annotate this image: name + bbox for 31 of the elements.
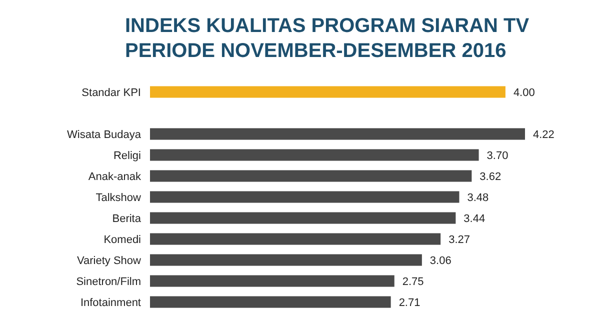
bar	[150, 212, 456, 224]
data-label: 3.44	[464, 212, 486, 225]
data-label: 3.62	[480, 170, 502, 183]
data-label: 2.75	[402, 276, 424, 288]
data-label: 4.22	[533, 128, 554, 141]
bar	[150, 296, 391, 308]
y-tick-label: Religi	[113, 150, 141, 162]
bar	[150, 275, 394, 287]
data-label: 3.27	[448, 234, 470, 246]
data-label: 4.00	[513, 86, 535, 99]
y-tick-label: Variety Show	[77, 254, 142, 267]
bar	[150, 86, 506, 98]
y-tick-label: Sinetron/Film	[76, 276, 141, 288]
data-label: 3.70	[486, 150, 508, 162]
y-tick-label: Anak-anak	[88, 170, 142, 183]
y-tick-label: Infotainment	[80, 296, 141, 309]
bar	[150, 128, 525, 140]
bar	[150, 233, 441, 245]
bar	[150, 191, 460, 203]
y-tick-label: Berita	[112, 212, 142, 225]
data-label: 2.71	[398, 296, 420, 309]
y-tick-label: Komedi	[104, 234, 141, 246]
bar	[150, 254, 422, 266]
bar	[150, 170, 472, 182]
y-tick-label: Talkshow	[96, 192, 142, 204]
y-tick-label: Wisata Budaya	[67, 128, 142, 141]
bar	[150, 149, 479, 161]
y-tick-label: Standar KPI	[82, 86, 141, 99]
data-label: 3.06	[430, 254, 452, 267]
chart-title: INDEKS KUALITAS PROGRAM SIARAN TV PERIODE NOVEMBER-DESEMBER 2016	[125, 15, 530, 62]
data-label: 3.48	[467, 192, 489, 204]
